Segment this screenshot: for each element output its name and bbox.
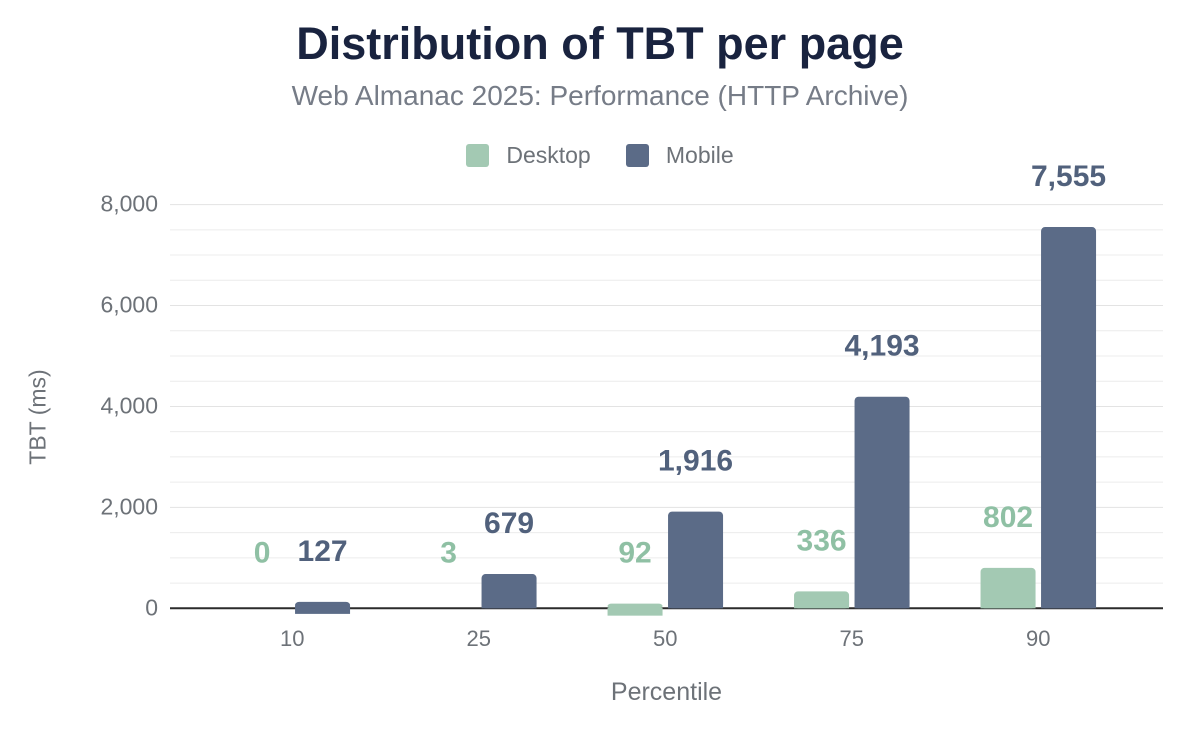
svg-text:7,555: 7,555	[1031, 160, 1106, 193]
svg-text:0: 0	[145, 594, 158, 620]
svg-text:679: 679	[484, 507, 534, 540]
svg-text:336: 336	[797, 524, 847, 557]
svg-text:50: 50	[653, 626, 677, 651]
svg-text:10: 10	[280, 626, 304, 651]
svg-text:1,916: 1,916	[658, 445, 733, 478]
svg-text:8,000: 8,000	[100, 191, 158, 217]
svg-text:25: 25	[467, 626, 491, 651]
svg-text:90: 90	[1026, 626, 1050, 651]
svg-text:4,193: 4,193	[845, 330, 920, 363]
svg-text:802: 802	[983, 501, 1033, 534]
svg-text:75: 75	[840, 626, 864, 651]
svg-text:127: 127	[298, 535, 348, 568]
svg-text:2,000: 2,000	[100, 493, 158, 519]
svg-text:92: 92	[618, 537, 651, 570]
svg-text:3: 3	[440, 536, 457, 569]
svg-text:0: 0	[254, 536, 271, 569]
svg-text:4,000: 4,000	[100, 392, 158, 418]
svg-text:6,000: 6,000	[100, 292, 158, 318]
